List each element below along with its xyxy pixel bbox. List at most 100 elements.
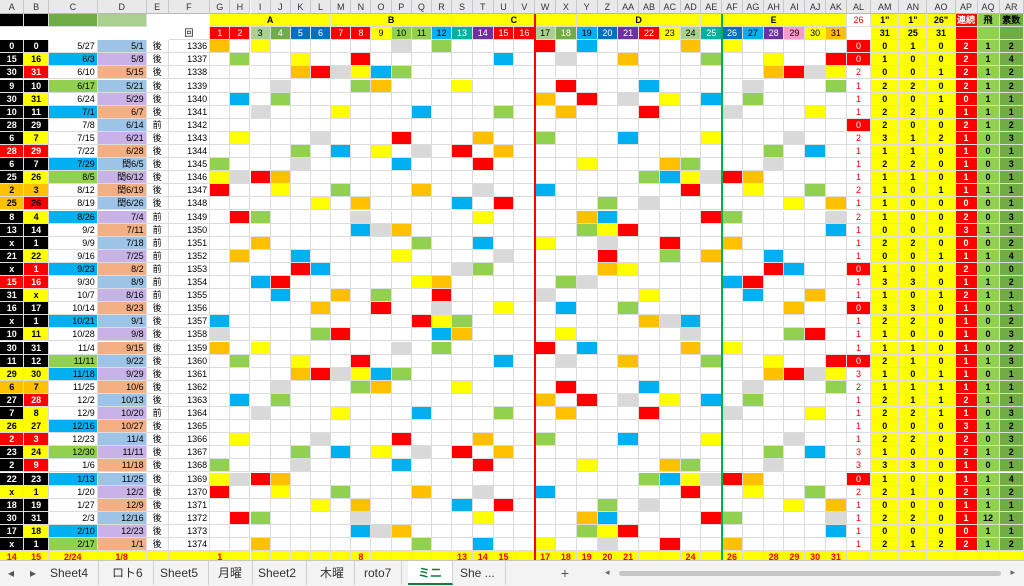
number-cell[interactable]: [576, 472, 598, 486]
number-cell[interactable]: [472, 40, 494, 54]
number-cell[interactable]: [576, 380, 598, 394]
number-cell[interactable]: [290, 118, 311, 132]
number-cell[interactable]: [763, 420, 785, 434]
count-ar[interactable]: 1: [999, 524, 1024, 538]
number-cell[interactable]: [826, 184, 847, 198]
number-cell[interactable]: [371, 66, 392, 80]
count-ar[interactable]: 1: [999, 92, 1024, 106]
number-cell[interactable]: [452, 131, 473, 145]
number-cell[interactable]: [597, 171, 619, 185]
number-cell[interactable]: [290, 158, 311, 172]
number-cell[interactable]: [722, 79, 743, 93]
number-cell[interactable]: [597, 407, 619, 421]
number-cell[interactable]: [659, 459, 681, 473]
round-number[interactable]: 1373: [168, 524, 211, 538]
count-ar[interactable]: 2: [999, 79, 1024, 93]
footer-z[interactable]: 20: [597, 551, 619, 560]
number-cell[interactable]: [371, 79, 392, 93]
number-cell[interactable]: [784, 66, 806, 80]
count-aq[interactable]: 1: [977, 79, 1000, 93]
value-b[interactable]: 1: [24, 538, 49, 552]
date-c[interactable]: 7/29: [48, 158, 98, 172]
footer-a[interactable]: 14: [0, 551, 25, 560]
number-cell[interactable]: [555, 249, 577, 263]
number-cell[interactable]: [493, 197, 515, 211]
number-cell[interactable]: [290, 302, 311, 316]
count-am[interactable]: 0: [871, 40, 900, 54]
count-ap[interactable]: 2: [955, 485, 978, 499]
number-cell[interactable]: [805, 446, 827, 460]
number-cell[interactable]: [210, 158, 231, 172]
number-header[interactable]: 16: [514, 27, 536, 41]
number-cell[interactable]: [763, 538, 785, 552]
number-cell[interactable]: [371, 380, 392, 394]
count-al[interactable]: 1: [846, 79, 872, 93]
number-cell[interactable]: [431, 249, 453, 263]
footer-cell[interactable]: [168, 551, 211, 560]
number-cell[interactable]: [411, 236, 432, 250]
count-al[interactable]: 1: [846, 249, 872, 263]
number-cell[interactable]: [493, 354, 515, 368]
number-cell[interactable]: [514, 145, 536, 159]
footer-n[interactable]: 8: [351, 551, 372, 560]
number-cell[interactable]: [576, 446, 598, 460]
number-cell[interactable]: [597, 459, 619, 473]
number-cell[interactable]: [452, 92, 473, 106]
number-cell[interactable]: [472, 420, 494, 434]
number-cell[interactable]: [722, 236, 743, 250]
number-cell[interactable]: [618, 524, 640, 538]
number-cell[interactable]: [680, 249, 702, 263]
number-cell[interactable]: [290, 367, 311, 381]
number-cell[interactable]: [493, 171, 515, 185]
number-cell[interactable]: [493, 131, 515, 145]
number-cell[interactable]: [270, 367, 291, 381]
number-cell[interactable]: [535, 210, 556, 224]
number-cell[interactable]: [270, 105, 291, 119]
number-cell[interactable]: [722, 498, 743, 512]
half-e[interactable]: 後: [146, 105, 169, 119]
round-number[interactable]: 1360: [168, 354, 211, 368]
count-ar[interactable]: 0: [999, 262, 1024, 276]
number-cell[interactable]: [763, 524, 785, 538]
value-b[interactable]: 12: [24, 354, 49, 368]
number-cell[interactable]: [351, 171, 372, 185]
value-b[interactable]: 10: [24, 79, 49, 93]
number-cell[interactable]: [659, 433, 681, 447]
footer-cell[interactable]: [371, 551, 392, 560]
number-cell[interactable]: [493, 380, 515, 394]
number-header[interactable]: 2: [230, 27, 251, 41]
number-cell[interactable]: [431, 393, 453, 407]
number-cell[interactable]: [576, 223, 598, 237]
value-b[interactable]: x: [24, 289, 49, 303]
number-cell[interactable]: [351, 367, 372, 381]
number-cell[interactable]: [680, 66, 702, 80]
count-al[interactable]: 1: [846, 433, 872, 447]
number-cell[interactable]: [576, 341, 598, 355]
number-cell[interactable]: [701, 315, 723, 329]
number-cell[interactable]: [351, 66, 372, 80]
sheet-tab[interactable]: ミニ: [408, 561, 454, 585]
number-cell[interactable]: [371, 158, 392, 172]
number-cell[interactable]: [514, 354, 536, 368]
value-a[interactable]: 26: [0, 420, 25, 434]
number-cell[interactable]: [270, 380, 291, 394]
count-ar[interactable]: 3: [999, 433, 1024, 447]
count-aq[interactable]: 1: [977, 66, 1000, 80]
count-al[interactable]: 0: [846, 262, 872, 276]
number-cell[interactable]: [742, 236, 764, 250]
number-cell[interactable]: [576, 407, 598, 421]
number-cell[interactable]: [391, 459, 412, 473]
number-cell[interactable]: [784, 407, 806, 421]
date-c[interactable]: 9/9: [48, 236, 98, 250]
number-cell[interactable]: [659, 289, 681, 303]
number-cell[interactable]: [680, 407, 702, 421]
number-cell[interactable]: [805, 407, 827, 421]
number-cell[interactable]: [680, 262, 702, 276]
value-b[interactable]: 31: [24, 66, 49, 80]
number-cell[interactable]: [597, 289, 619, 303]
number-cell[interactable]: [431, 511, 453, 525]
round-number[interactable]: 1344: [168, 145, 211, 159]
number-cell[interactable]: [290, 276, 311, 290]
number-cell[interactable]: [290, 459, 311, 473]
number-cell[interactable]: [618, 262, 640, 276]
